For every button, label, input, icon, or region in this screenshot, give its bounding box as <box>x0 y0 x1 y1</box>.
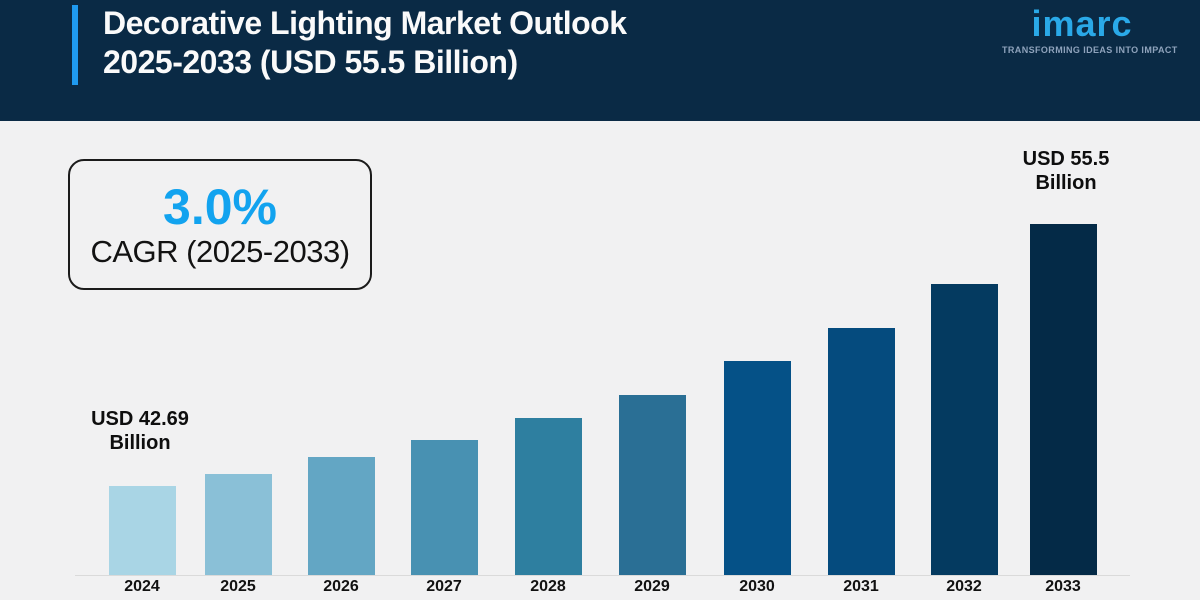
x-tick-label-2029: 2029 <box>634 578 670 595</box>
header-banner: Decorative Lighting Market Outlook 2025-… <box>0 0 1200 121</box>
page-title-line1: Decorative Lighting Market Outlook <box>103 5 627 41</box>
bar-2031 <box>827 328 895 575</box>
x-tick-label-2033: 2033 <box>1045 578 1081 595</box>
bar-2025 <box>204 474 272 575</box>
value-label-2033: USD 55.5 Billion <box>1022 148 1110 194</box>
bar-2030 <box>723 361 791 575</box>
x-tick-label-2025: 2025 <box>220 578 256 595</box>
x-tick-label-2026: 2026 <box>323 578 359 595</box>
x-tick-label-2032: 2032 <box>946 578 982 595</box>
bar-2028 <box>514 418 582 575</box>
bar-2032 <box>930 284 998 575</box>
value-label-2024: USD 42.69 Billion <box>91 408 189 454</box>
imarc-logo: imarc TRANSFORMING IDEAS INTO IMPACT <box>1002 3 1178 56</box>
bar-2024 <box>108 486 176 575</box>
title-accent-bar <box>72 5 78 85</box>
imarc-logo-text: imarc <box>1031 3 1133 44</box>
x-tick-label-2031: 2031 <box>843 578 879 595</box>
x-tick-label-2030: 2030 <box>739 578 775 595</box>
bar-2026 <box>307 457 375 575</box>
x-axis-line <box>75 575 1130 576</box>
x-tick-label-2024: 2024 <box>124 578 160 595</box>
bar-2027 <box>410 440 478 575</box>
page-title: Decorative Lighting Market Outlook 2025-… <box>103 4 627 82</box>
cagr-callout-box: 3.0% CAGR (2025-2033) <box>68 159 372 290</box>
bar-2033 <box>1029 224 1097 575</box>
x-tick-label-2027: 2027 <box>426 578 462 595</box>
imarc-logo-tagline: TRANSFORMING IDEAS INTO IMPACT <box>1002 45 1178 55</box>
x-tick-label-2028: 2028 <box>530 578 566 595</box>
page-title-line2: 2025-2033 (USD 55.5 Billion) <box>103 44 518 80</box>
cagr-value: 3.0% <box>163 178 277 235</box>
cagr-label: CAGR (2025-2033) <box>90 233 350 269</box>
bar-2029 <box>618 395 686 575</box>
